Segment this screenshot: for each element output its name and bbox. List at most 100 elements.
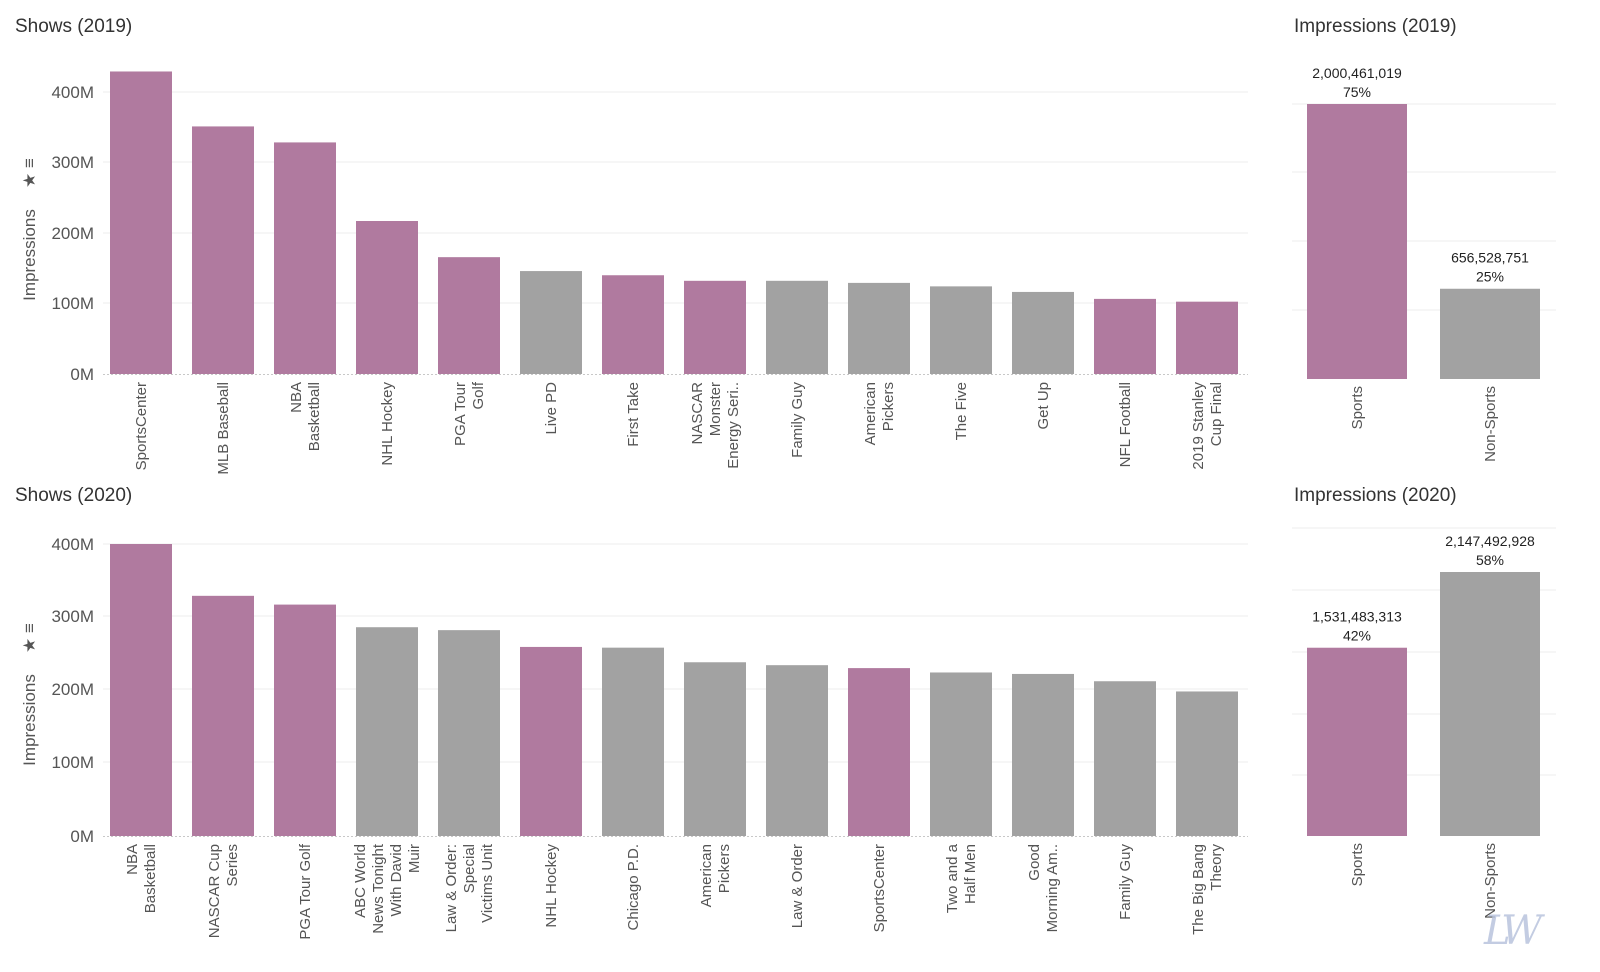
bar-shows2019-3	[356, 221, 418, 374]
y-axis-label: Impressions	[20, 209, 39, 301]
bar-shows2020-3	[356, 627, 418, 836]
percent-label: 75%	[1343, 84, 1371, 100]
category-label-shows2020-13-line-1: Theory	[1208, 844, 1225, 891]
category-label-impressions2020-1-line-0: Non-Sports	[1482, 843, 1499, 919]
category-label-shows2020-9-line-0: SportsCenter	[871, 844, 888, 932]
title-impressions-2019: Impressions (2019)	[1294, 16, 1457, 37]
category-label-shows2020-4-line-0: Law & Order:	[443, 844, 460, 932]
category-label-shows2020-11-line-1: Morning Am..	[1044, 844, 1061, 932]
value-label: 2,000,461,019	[1312, 65, 1402, 81]
category-label-shows2019-11-line-0: Get Up	[1035, 382, 1052, 430]
bar-shows2019-10	[930, 286, 992, 374]
y-tick-label: 0M	[70, 827, 94, 846]
bar-impressions2020-0	[1307, 647, 1407, 836]
category-label-shows2019-0-line-0: SportsCenter	[133, 382, 150, 470]
category-label-shows2020-4-line-2: Victims Unit	[479, 843, 496, 923]
category-label-shows2020-13-line-0: The Big Bang	[1190, 844, 1207, 935]
bar-shows2019-13	[1176, 301, 1238, 374]
category-label-shows2020-8-line-0: Law & Order	[789, 844, 806, 928]
category-label-shows2019-10-line-0: The Five	[953, 382, 970, 440]
bar-shows2020-4	[438, 630, 500, 836]
title-shows-2019: Shows (2019)	[15, 16, 133, 37]
category-label-shows2019-8-line-0: Family Guy	[789, 382, 806, 458]
y-tick-label: 400M	[51, 83, 94, 102]
category-label-shows2019-7-line-2: Energy Seri..	[725, 382, 742, 469]
category-label-shows2019-1-line-0: MLB Baseball	[215, 382, 232, 475]
category-label-shows2019-13-line-1: Cup Final	[1208, 382, 1225, 446]
bar-shows2019-4	[438, 257, 500, 374]
value-label: 2,147,492,928	[1445, 533, 1535, 549]
bar-impressions2020-1	[1440, 572, 1540, 836]
y-tick-label: 100M	[51, 753, 94, 772]
bar-shows2019-2	[274, 142, 336, 374]
category-label-shows2019-13-line-0: 2019 Stanley	[1190, 382, 1207, 470]
category-label-shows2019-7-line-0: NASCAR	[689, 382, 706, 445]
category-label-shows2020-11-line-0: Good	[1026, 844, 1043, 881]
category-label-shows2020-1-line-0: NASCAR Cup	[206, 844, 223, 938]
category-label-shows2020-0-line-0: NBA	[124, 844, 141, 875]
title-impressions-2020: Impressions (2020)	[1294, 485, 1457, 506]
category-label-shows2019-7-line-1: Monster	[707, 382, 724, 436]
category-label-shows2020-5-line-0: NHL Hockey	[543, 844, 560, 928]
category-label-shows2020-3-line-0: ABC World	[352, 844, 369, 918]
category-label-shows2019-2-line-1: Basketball	[306, 382, 323, 451]
y-tick-label: 300M	[51, 153, 94, 172]
bar-impressions2019-1	[1440, 288, 1540, 379]
bar-impressions2019-0	[1307, 104, 1407, 379]
category-label-shows2020-0-line-1: Basketball	[142, 844, 159, 913]
category-label-shows2020-12-line-0: Family Guy	[1117, 844, 1134, 920]
category-label-shows2020-10-line-0: Two and a	[944, 843, 961, 913]
bar-shows2020-0	[110, 544, 172, 836]
y-axis-label: Impressions	[20, 674, 39, 766]
category-label-shows2020-2-line-0: PGA Tour Golf	[297, 843, 314, 939]
category-label-shows2019-6-line-0: First Take	[625, 382, 642, 447]
bar-shows2020-1	[192, 595, 254, 836]
bar-shows2020-13	[1176, 691, 1238, 836]
category-label-shows2020-3-line-3: Muir	[406, 844, 423, 873]
lw-logo: LW	[1484, 908, 1542, 954]
y-tick-label: 100M	[51, 294, 94, 313]
bar-shows2020-7	[684, 662, 746, 836]
category-label-shows2019-4-line-0: PGA Tour	[452, 382, 469, 446]
category-label-shows2019-4-line-1: Golf	[470, 381, 487, 409]
bar-shows2019-6	[602, 275, 664, 374]
sort-pin-icon: ★ ≡	[20, 623, 39, 653]
bar-shows2019-11	[1012, 291, 1074, 374]
bar-shows2020-6	[602, 647, 664, 836]
category-label-shows2020-3-line-1: News Tonight	[370, 843, 387, 934]
category-label-shows2020-4-line-1: Special	[461, 844, 478, 893]
category-label-shows2019-5-line-0: Live PD	[543, 382, 560, 435]
category-label-shows2019-3-line-0: NHL Hockey	[379, 382, 396, 466]
percent-label: 25%	[1476, 269, 1504, 285]
bar-shows2019-1	[192, 126, 254, 374]
bar-shows2020-8	[766, 665, 828, 836]
category-label-shows2020-3-line-2: With David	[388, 844, 405, 917]
bar-shows2019-7	[684, 280, 746, 374]
bar-shows2019-8	[766, 280, 828, 374]
bar-shows2019-9	[848, 282, 910, 374]
title-shows-2020: Shows (2020)	[15, 485, 133, 506]
sort-pin-icon: ★ ≡	[20, 158, 39, 188]
value-label: 656,528,751	[1451, 250, 1529, 266]
percent-label: 42%	[1343, 628, 1371, 644]
bar-shows2020-5	[520, 646, 582, 836]
category-label-impressions2019-1-line-0: Non-Sports	[1482, 386, 1499, 462]
category-label-shows2020-7-line-0: American	[698, 844, 715, 907]
category-label-impressions2020-0-line-0: Sports	[1349, 843, 1366, 886]
value-label: 1,531,483,313	[1312, 609, 1402, 625]
category-label-impressions2019-0-line-0: Sports	[1349, 386, 1366, 429]
y-tick-label: 300M	[51, 607, 94, 626]
bar-shows2020-12	[1094, 681, 1156, 836]
bar-shows2020-2	[274, 604, 336, 836]
bar-shows2020-9	[848, 668, 910, 836]
category-label-shows2020-7-line-1: Pickers	[716, 844, 733, 893]
category-label-shows2019-2-line-0: NBA	[288, 382, 305, 413]
bar-shows2019-5	[520, 271, 582, 374]
category-label-shows2019-9-line-0: American	[862, 382, 879, 445]
y-tick-label: 400M	[51, 535, 94, 554]
category-label-shows2019-9-line-1: Pickers	[880, 382, 897, 431]
bar-shows2020-11	[1012, 673, 1074, 836]
category-label-shows2019-12-line-0: NFL Football	[1117, 382, 1134, 467]
bar-shows2020-10	[930, 672, 992, 836]
category-label-shows2020-6-line-0: Chicago P.D.	[625, 844, 642, 930]
